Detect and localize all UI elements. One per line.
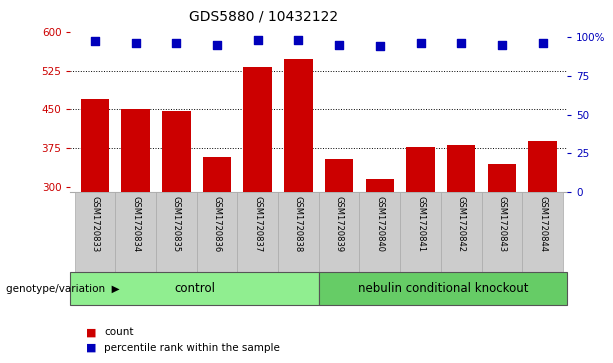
Point bbox=[172, 40, 181, 46]
Text: GSM1720843: GSM1720843 bbox=[497, 196, 506, 253]
Text: GSM1720841: GSM1720841 bbox=[416, 196, 425, 252]
Text: GSM1720839: GSM1720839 bbox=[335, 196, 344, 253]
FancyBboxPatch shape bbox=[156, 192, 197, 272]
Point bbox=[497, 42, 507, 48]
Text: GSM1720833: GSM1720833 bbox=[90, 196, 99, 253]
FancyBboxPatch shape bbox=[522, 192, 563, 272]
FancyBboxPatch shape bbox=[115, 192, 156, 272]
FancyBboxPatch shape bbox=[197, 192, 237, 272]
Bar bbox=[284, 58, 313, 192]
Point bbox=[456, 40, 466, 46]
Bar bbox=[203, 157, 231, 192]
Text: nebulin conditional knockout: nebulin conditional knockout bbox=[357, 282, 528, 295]
Point bbox=[131, 40, 140, 46]
Text: GSM1720836: GSM1720836 bbox=[213, 196, 221, 253]
Point bbox=[416, 40, 425, 46]
FancyBboxPatch shape bbox=[482, 192, 522, 272]
Point bbox=[375, 43, 385, 49]
Text: GSM1720834: GSM1720834 bbox=[131, 196, 140, 253]
Bar bbox=[447, 145, 476, 192]
FancyBboxPatch shape bbox=[75, 192, 115, 272]
Bar bbox=[121, 109, 150, 192]
Point bbox=[294, 37, 303, 43]
Bar bbox=[488, 164, 516, 192]
Bar bbox=[162, 111, 191, 192]
FancyBboxPatch shape bbox=[70, 272, 319, 305]
Text: ■: ■ bbox=[86, 343, 96, 353]
Text: GSM1720844: GSM1720844 bbox=[538, 196, 547, 252]
Point bbox=[90, 38, 100, 44]
Bar bbox=[406, 147, 435, 192]
FancyBboxPatch shape bbox=[400, 192, 441, 272]
FancyBboxPatch shape bbox=[237, 192, 278, 272]
Bar bbox=[81, 99, 109, 192]
Text: percentile rank within the sample: percentile rank within the sample bbox=[104, 343, 280, 353]
Text: GSM1720837: GSM1720837 bbox=[253, 196, 262, 253]
FancyBboxPatch shape bbox=[278, 192, 319, 272]
Bar bbox=[325, 159, 353, 192]
FancyBboxPatch shape bbox=[441, 192, 482, 272]
Text: GSM1720840: GSM1720840 bbox=[375, 196, 384, 252]
FancyBboxPatch shape bbox=[359, 192, 400, 272]
Bar bbox=[528, 140, 557, 192]
Text: count: count bbox=[104, 327, 134, 337]
Text: genotype/variation  ▶: genotype/variation ▶ bbox=[6, 284, 120, 294]
Text: control: control bbox=[174, 282, 215, 295]
FancyBboxPatch shape bbox=[319, 192, 359, 272]
Point bbox=[334, 42, 344, 48]
Text: GDS5880 / 10432122: GDS5880 / 10432122 bbox=[189, 9, 338, 23]
Point bbox=[212, 42, 222, 48]
Point bbox=[538, 40, 547, 46]
Text: ■: ■ bbox=[86, 327, 96, 337]
Point bbox=[253, 37, 262, 43]
Bar bbox=[365, 179, 394, 192]
Text: GSM1720842: GSM1720842 bbox=[457, 196, 466, 252]
Text: GSM1720835: GSM1720835 bbox=[172, 196, 181, 253]
Bar bbox=[243, 67, 272, 192]
Text: GSM1720838: GSM1720838 bbox=[294, 196, 303, 253]
FancyBboxPatch shape bbox=[319, 272, 567, 305]
